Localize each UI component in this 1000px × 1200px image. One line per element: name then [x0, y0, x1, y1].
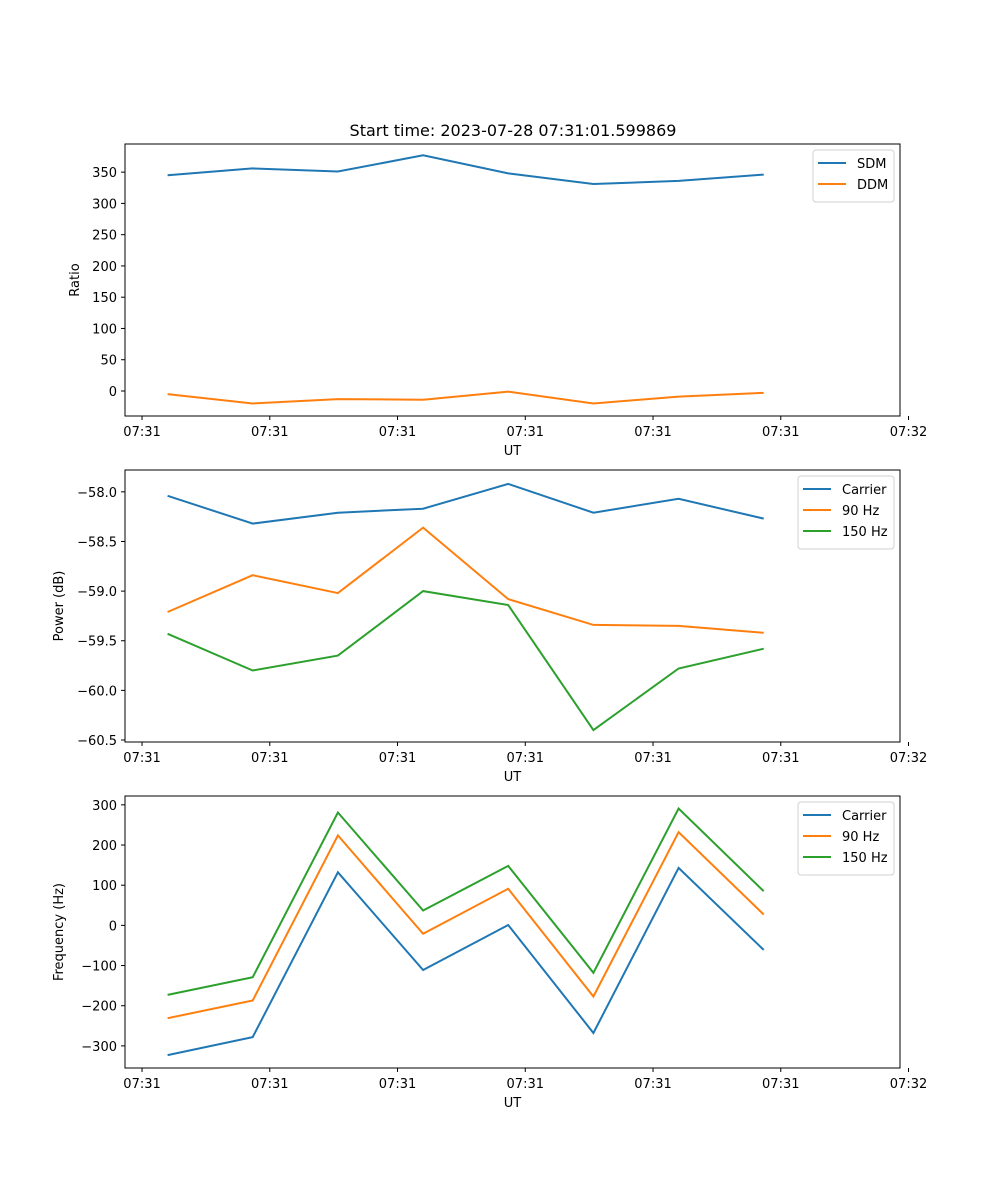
ratio-x-axis-label: UT	[504, 444, 522, 459]
ratio-series-ddm	[167, 390, 764, 405]
ratio-y-tick-label: 50	[100, 354, 117, 369]
frequency-series-90-hz	[167, 830, 765, 1020]
frequency-x-tick-label: 07:31	[379, 1077, 416, 1092]
frequency-y-tick-label: 0	[109, 919, 117, 934]
ratio-y-tick-label: 100	[92, 322, 117, 337]
power-series-90-hz	[167, 526, 764, 634]
frequency-axes-frame	[124, 795, 901, 1069]
ratio-y-tick-label: 0	[109, 385, 117, 400]
frequency-legend-label: 150 Hz	[842, 851, 888, 866]
power-legend-label: Carrier	[842, 483, 887, 498]
power-legend-label: 150 Hz	[842, 525, 888, 540]
frequency-y-tick-label: −100	[81, 960, 117, 975]
frequency-y-tick-label: −300	[81, 1040, 117, 1055]
frequency-x-tick-label: 07:31	[123, 1077, 160, 1092]
ratio-y-axis-label: Ratio	[68, 263, 83, 296]
frequency-y-axis-label: Frequency (Hz)	[52, 883, 67, 981]
power-x-tick-label: 07:31	[634, 751, 671, 766]
power-y-tick-label: −59.5	[77, 635, 117, 650]
frequency-x-tick-label: 07:31	[507, 1077, 544, 1092]
power-legend-label: 90 Hz	[842, 504, 879, 519]
frequency-panel: −300 −200 −100 0 100 200 300 07:31 07:31 07:31 07:…	[52, 795, 927, 1111]
ratio-y-tick-label: 250	[92, 229, 117, 244]
frequency-legend: Carrier 90 Hz 150 Hz	[797, 801, 895, 876]
power-y-tick-label: −59.0	[77, 585, 117, 600]
ratio-y-tick-label: 350	[92, 166, 117, 181]
frequency-x-tick-label: 07:31	[251, 1077, 288, 1092]
frequency-x-tick-label: 07:32	[890, 1077, 927, 1092]
frequency-y-tick-label: 100	[92, 879, 117, 894]
ratio-x-tick-label: 07:31	[634, 425, 671, 440]
power-y-tick-label: −60.5	[77, 734, 117, 749]
ratio-x-tick-label: 07:31	[251, 425, 288, 440]
frequency-series-carrier	[167, 866, 765, 1057]
power-x-tick-label: 07:31	[251, 751, 288, 766]
figure-title: Start time: 2023-07-28 07:31:01.599869	[350, 121, 677, 140]
power-series-carrier	[167, 482, 764, 525]
power-y-tick-label: −58.0	[77, 486, 117, 501]
frequency-x-tick-label: 07:31	[762, 1077, 799, 1092]
frequency-x-tick-label: 07:31	[634, 1077, 671, 1092]
power-axes-frame	[124, 469, 901, 743]
power-x-tick-label: 07:31	[123, 751, 160, 766]
ratio-x-tick-label: 07:31	[123, 425, 160, 440]
ratio-legend-label: SDM	[857, 157, 886, 172]
frequency-legend-label: 90 Hz	[842, 830, 879, 845]
power-y-axis-label: Power (dB)	[52, 571, 67, 642]
power-x-tick-label: 07:32	[890, 751, 927, 766]
ratio-panel: 0 50 100 150 200 250 300 350 07:31 07:31 07:31 07:3…	[68, 143, 927, 459]
ratio-y-tick-label: 150	[92, 291, 117, 306]
ratio-x-tick-label: 07:31	[379, 425, 416, 440]
ratio-y-tick-label: 200	[92, 260, 117, 275]
ratio-x-tick-label: 07:31	[762, 425, 799, 440]
ratio-x-tick-label: 07:32	[890, 425, 927, 440]
power-legend: Carrier 90 Hz 150 Hz	[797, 475, 895, 550]
ratio-x-tick-label: 07:31	[507, 425, 544, 440]
power-x-tick-label: 07:31	[507, 751, 544, 766]
frequency-x-axis-label: UT	[504, 1096, 522, 1111]
power-x-tick-label: 07:31	[762, 751, 799, 766]
power-panel: −60.5 −60.0 −59.5 −59.0 −58.5 −58.0 07:31 07:31…	[52, 469, 927, 785]
ratio-y-tick-label: 300	[92, 197, 117, 212]
power-x-tick-label: 07:31	[379, 751, 416, 766]
power-x-axis-label: UT	[504, 770, 522, 785]
frequency-legend-label: Carrier	[842, 809, 887, 824]
frequency-y-tick-label: −200	[81, 1000, 117, 1015]
frequency-y-tick-label: 300	[92, 799, 117, 814]
frequency-y-tick-label: 200	[92, 839, 117, 854]
ratio-legend-label: DDM	[857, 178, 888, 193]
ratio-series-sdm	[167, 154, 764, 186]
ratio-legend: SDM DDM	[812, 149, 895, 203]
power-y-tick-label: −60.0	[77, 684, 117, 699]
power-y-tick-label: −58.5	[77, 535, 117, 550]
frequency-series-150-hz	[167, 806, 765, 996]
ratio-axes-frame	[124, 143, 901, 417]
power-series-150-hz	[167, 590, 764, 732]
